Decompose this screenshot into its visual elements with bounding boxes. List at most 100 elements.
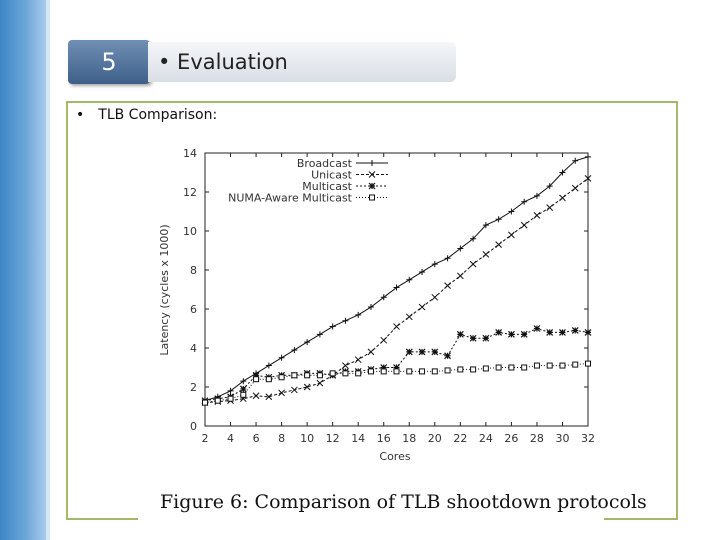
data-point-multicast <box>393 364 400 371</box>
slide-title: • Evaluation <box>158 50 288 74</box>
data-point-unicast <box>380 336 388 344</box>
figure-caption: Figure 6: Comparison of TLB shootdown pr… <box>160 491 647 513</box>
x-tick-label: 2 <box>202 432 209 445</box>
y-tick-label: 14 <box>183 147 197 160</box>
data-point-broadcast <box>291 346 298 353</box>
legend-marker-broadcast <box>369 160 375 166</box>
data-point-unicast <box>546 204 554 211</box>
data-point-unicast <box>316 379 324 387</box>
x-tick-label: 8 <box>278 432 285 445</box>
data-point-unicast <box>291 386 298 394</box>
data-point-unicast <box>456 272 464 280</box>
legend-label-broadcast: Broadcast <box>297 157 353 170</box>
slide-title-bar: • Evaluation <box>148 42 456 82</box>
x-tick-label: 18 <box>402 432 416 445</box>
data-point-broadcast <box>470 235 477 242</box>
x-tick-label: 10 <box>300 432 314 445</box>
data-point-broadcast <box>495 216 502 223</box>
legend-label-unicast: Unicast <box>311 169 353 182</box>
slide-number: 5 <box>101 48 117 76</box>
data-point-multicast <box>418 348 426 356</box>
data-point-multicast <box>546 328 554 336</box>
data-point-unicast <box>393 323 400 330</box>
data-point-broadcast <box>380 294 387 301</box>
data-point-unicast <box>252 392 260 400</box>
data-point-broadcast <box>508 208 515 215</box>
data-point-multicast <box>431 348 439 356</box>
data-point-numa-aware-multicast <box>253 376 260 383</box>
x-tick-label: 4 <box>227 432 234 445</box>
data-point-broadcast <box>419 268 426 275</box>
data-point-numa-aware-multicast <box>533 362 540 369</box>
y-tick-label: 6 <box>190 303 197 316</box>
legend-label-numa-aware-multicast: NUMA-Aware Multicast <box>228 192 353 205</box>
x-tick-label: 12 <box>326 432 340 445</box>
data-point-multicast <box>507 330 515 338</box>
x-tick-label: 6 <box>253 432 260 445</box>
data-point-broadcast <box>533 192 540 199</box>
data-point-numa-aware-multicast <box>444 367 451 374</box>
data-point-broadcast <box>406 276 413 283</box>
x-axis-label: Cores <box>379 450 410 463</box>
y-tick-label: 8 <box>190 264 197 277</box>
data-point-multicast <box>252 371 260 379</box>
data-point-broadcast <box>546 183 553 190</box>
data-point-numa-aware-multicast <box>291 372 298 379</box>
data-point-multicast <box>380 364 388 371</box>
data-point-numa-aware-multicast <box>367 368 374 375</box>
data-point-broadcast <box>521 198 528 205</box>
bullet-marker: • <box>76 107 85 123</box>
data-point-numa-aware-multicast <box>380 368 387 375</box>
legend-label-multicast: Multicast <box>302 180 352 193</box>
data-point-broadcast <box>367 304 374 311</box>
data-point-unicast <box>431 293 439 301</box>
data-point-unicast <box>367 348 375 356</box>
data-point-numa-aware-multicast <box>482 365 489 372</box>
data-point-numa-aware-multicast <box>202 399 208 406</box>
data-point-numa-aware-multicast <box>572 361 579 368</box>
data-point-broadcast <box>342 317 349 324</box>
data-point-numa-aware-multicast <box>559 362 566 369</box>
data-point-broadcast <box>457 245 464 252</box>
data-point-unicast <box>482 251 490 258</box>
data-point-numa-aware-multicast <box>419 368 426 375</box>
plot-frame <box>204 152 589 427</box>
data-point-unicast <box>303 383 311 391</box>
data-point-unicast <box>342 362 349 369</box>
data-point-numa-aware-multicast <box>431 368 438 375</box>
y-tick-label: 0 <box>190 420 197 433</box>
data-point-unicast <box>265 393 273 401</box>
data-point-broadcast <box>240 378 247 385</box>
y-tick-label: 10 <box>183 225 197 238</box>
data-point-numa-aware-multicast <box>521 364 528 371</box>
data-point-unicast <box>405 313 413 321</box>
data-point-numa-aware-multicast <box>342 370 349 377</box>
x-tick-label: 24 <box>479 432 493 445</box>
data-point-multicast <box>559 328 566 336</box>
bullet-text: TLB Comparison: <box>98 107 218 123</box>
side-decoration-strip <box>0 0 50 540</box>
data-point-multicast <box>239 385 247 393</box>
data-point-unicast <box>278 389 285 397</box>
data-point-unicast <box>533 212 541 219</box>
y-tick-label: 2 <box>190 381 197 394</box>
data-point-unicast <box>495 241 502 249</box>
x-tick-label: 16 <box>377 432 391 445</box>
legend-marker-unicast <box>368 171 376 178</box>
data-point-multicast <box>482 334 490 342</box>
x-tick-label: 28 <box>530 432 544 445</box>
data-point-multicast <box>405 348 413 356</box>
data-point-multicast <box>456 330 464 338</box>
data-point-unicast <box>418 303 426 311</box>
data-point-numa-aware-multicast <box>304 372 311 379</box>
data-point-multicast <box>444 352 451 360</box>
plot-layer: 2 4 6 8 10 12 14 16 18 20 22 24 26 28 30 3202468101214B… <box>183 147 595 445</box>
data-point-numa-aware-multicast <box>227 395 234 402</box>
data-point-numa-aware-multicast <box>585 360 591 367</box>
y-tick-label: 4 <box>190 342 197 355</box>
data-point-numa-aware-multicast <box>355 370 362 377</box>
data-point-multicast <box>584 328 592 336</box>
data-point-multicast <box>495 328 503 336</box>
data-point-multicast <box>533 325 541 332</box>
